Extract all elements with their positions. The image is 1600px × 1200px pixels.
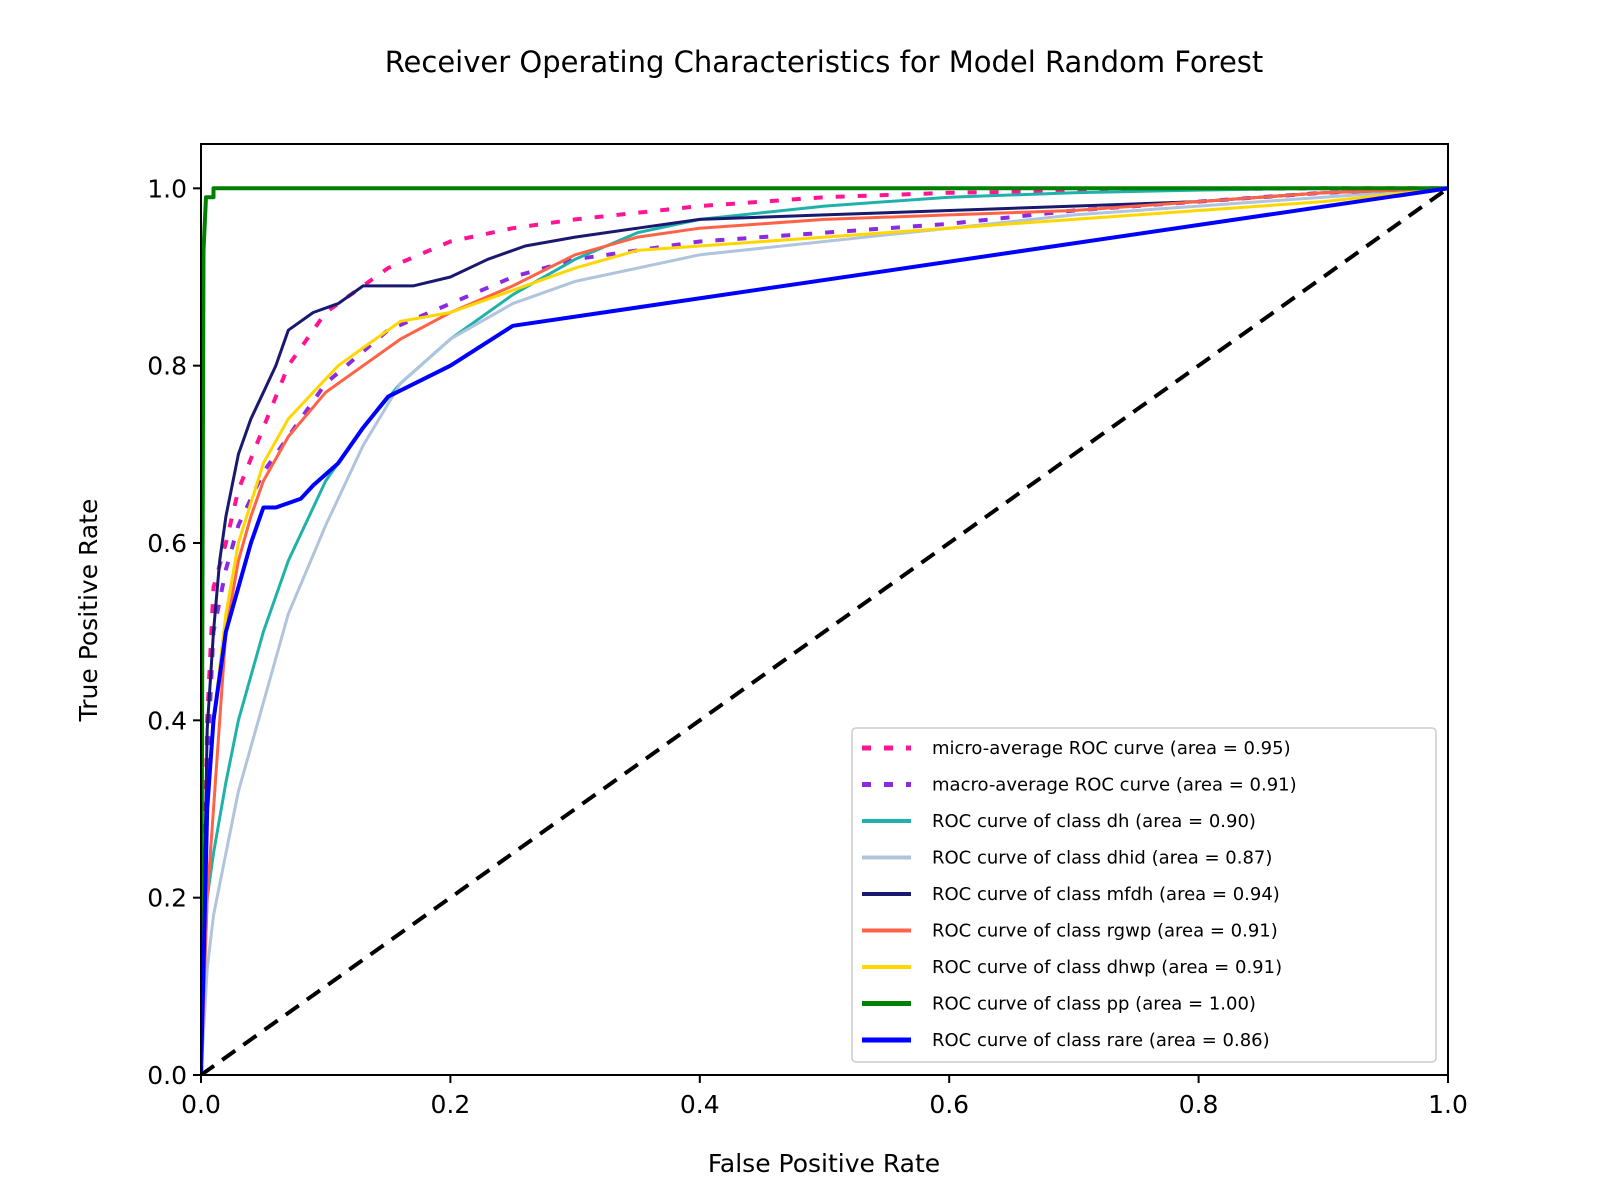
legend-box [851, 727, 1437, 1063]
y-tick-label: 1.0 [147, 174, 187, 203]
legend-entry-label: macro-average ROC curve (area = 0.91) [932, 775, 1297, 796]
y-tick-label: 0.0 [147, 1061, 187, 1090]
legend-entry-label: ROC curve of class mfdh (area = 0.94) [932, 884, 1280, 905]
x-tick-label: 0.6 [929, 1090, 969, 1119]
y-axis: 0.0 0.2 0.4 0.6 0.8 1.0 [147, 174, 201, 1090]
y-tick-label: 0.2 [147, 884, 187, 913]
x-tick-label: 0.2 [431, 1090, 471, 1119]
roc-curve-6 [201, 186, 1448, 1075]
x-tick-label: 0.4 [680, 1090, 720, 1119]
roc-curve-5 [201, 186, 1448, 1075]
x-tick-label: 0.8 [1179, 1090, 1219, 1119]
y-tick-label: 0.4 [147, 706, 187, 735]
roc-curve-8 [201, 186, 1448, 1075]
plot-area [201, 186, 1448, 1075]
legend-entry-label: ROC curve of class dh (area = 0.90) [932, 811, 1256, 832]
chance-diagonal-line [201, 186, 1448, 1075]
x-tick-label: 0.0 [181, 1090, 221, 1119]
roc-curve-7 [201, 186, 1448, 1075]
y-tick-label: 0.6 [147, 529, 187, 558]
x-axis: 0.0 0.2 0.4 0.6 0.8 1.0 [181, 1075, 1468, 1119]
x-tick-label: 1.0 [1428, 1090, 1468, 1119]
legend-entry-label: ROC curve of class rare (area = 0.86) [932, 1030, 1270, 1051]
legend-entry-label: ROC curve of class dhwp (area = 0.91) [932, 957, 1282, 978]
chart-title: Receiver Operating Characteristics for M… [385, 45, 1264, 79]
legend-entry-label: ROC curve of class dhid (area = 0.87) [932, 848, 1272, 869]
x-axis-label: False Positive Rate [708, 1149, 940, 1178]
y-axis-label: True Positive Rate [74, 499, 103, 723]
legend-entry-label: ROC curve of class pp (area = 1.00) [932, 994, 1256, 1015]
axes-frame [200, 143, 1449, 1076]
legend-entry-label: micro-average ROC curve (area = 0.95) [932, 738, 1291, 759]
roc-curve-3 [201, 186, 1448, 1075]
legend-entry-label: ROC curve of class rgwp (area = 0.91) [932, 921, 1278, 942]
roc-curve-4 [201, 186, 1448, 1075]
legend: micro-average ROC curve (area = 0.95) mac… [851, 727, 1437, 1063]
y-tick-label: 0.8 [147, 352, 187, 381]
